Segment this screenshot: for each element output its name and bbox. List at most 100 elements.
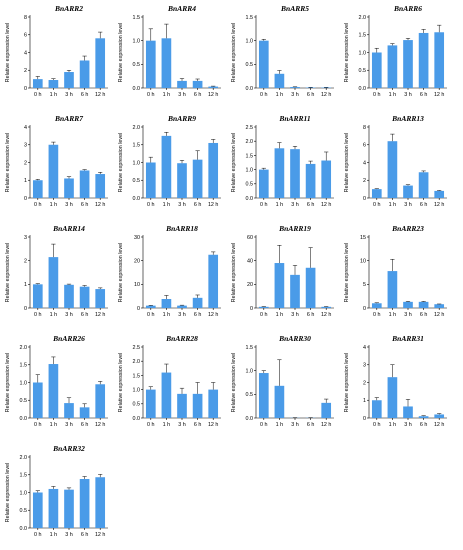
y-tick-label: 6 (363, 143, 366, 149)
y-tick-label: 1 (363, 398, 366, 404)
x-tick-label: 0 h (260, 92, 268, 98)
y-tick-label: 10 (134, 282, 140, 288)
y-tick-label: 1.0 (133, 388, 141, 394)
panel-title: BnARR13 (391, 114, 424, 123)
y-tick-label: 2.5 (133, 345, 141, 351)
panel-title: BnARR18 (165, 224, 198, 233)
bar (48, 144, 59, 198)
bar (95, 384, 106, 418)
y-tick-label: 1.5 (359, 33, 367, 39)
x-tick-label: 12 h (321, 202, 332, 208)
x-tick-label: 6 h (420, 92, 428, 98)
bar (48, 80, 59, 88)
y-tick-label: 0.5 (133, 402, 141, 408)
x-tick-label: 1 h (163, 422, 171, 428)
bar (79, 479, 90, 528)
bar (177, 163, 187, 198)
y-tick-label: 4 (24, 50, 27, 56)
x-tick-label: 3 h (65, 422, 73, 428)
x-tick-label: 6 h (420, 422, 428, 428)
y-tick-label: 10 (360, 259, 366, 265)
y-tick-label: 1.0 (20, 490, 28, 496)
y-tick-label: 0 (24, 196, 27, 202)
bar (274, 148, 285, 198)
chart-panel-10: BnARR18 Relative expression level 0 10 20 30 0… (118, 224, 221, 318)
bar (48, 488, 59, 528)
panel-title: BnARR26 (52, 334, 85, 343)
y-tick-label: 1.5 (133, 143, 141, 149)
panel-title: BnARR9 (167, 114, 196, 123)
y-tick-label: 0.5 (359, 68, 367, 74)
bar (321, 402, 332, 418)
bar (290, 87, 300, 88)
x-tick-label: 1 h (389, 312, 397, 318)
chart-panel-3: BnARR5 Relative expression level 0.0 0.5 1.0… (231, 4, 334, 98)
bar (32, 492, 43, 528)
y-tick-label: 4 (363, 160, 366, 166)
bar (305, 163, 316, 198)
bar (145, 389, 156, 418)
chart-panel-15: BnARR30 Relative expression level 0.0 0.5 1.… (231, 334, 334, 428)
y-tick-label: 1.0 (359, 50, 367, 56)
y-tick-label: 0.5 (246, 62, 254, 68)
x-tick-label: 6 h (194, 92, 202, 98)
bar (418, 416, 429, 418)
panel-title: BnARR6 (393, 4, 422, 13)
x-tick-label: 0 h (260, 202, 268, 208)
chart-panel-1: BnARR2 Relative expression level 0 2 4 6 8 0 h 1… (5, 4, 108, 98)
panel-title: BnARR4 (167, 4, 196, 13)
bar (177, 80, 187, 88)
bar (145, 305, 156, 308)
panel-title: BnARR28 (165, 334, 198, 343)
bar (145, 40, 156, 88)
y-axis-label: Relative expression level (118, 23, 124, 83)
x-tick-label: 3 h (65, 312, 73, 318)
x-tick-label: 6 h (194, 202, 202, 208)
x-tick-label: 6 h (194, 422, 202, 428)
y-axis-label: Relative expression level (231, 133, 237, 193)
y-tick-label: 0.0 (133, 196, 141, 202)
y-tick-label: 0.5 (20, 398, 28, 404)
x-tick-label: 3 h (178, 312, 186, 318)
bar (161, 372, 172, 418)
y-tick-label: 30 (134, 235, 140, 241)
y-tick-label: 6 (24, 33, 27, 39)
x-tick-label: 3 h (178, 92, 186, 98)
bar (418, 301, 429, 308)
x-tick-label: 3 h (178, 422, 186, 428)
bar (403, 406, 413, 418)
x-tick-label: 6 h (81, 532, 89, 538)
x-tick-label: 0 h (373, 92, 381, 98)
x-tick-label: 12 h (321, 422, 332, 428)
x-tick-label: 3 h (291, 422, 299, 428)
y-axis-label: Relative expression level (5, 133, 11, 193)
bar (192, 159, 203, 198)
y-tick-label: 1 (24, 282, 27, 288)
y-tick-label: 2 (24, 259, 27, 265)
bar (305, 267, 316, 308)
y-tick-label: 0.0 (246, 86, 254, 92)
bar (177, 393, 187, 418)
bar (64, 72, 74, 88)
bar (387, 377, 398, 418)
y-tick-label: 1.5 (246, 345, 254, 351)
bar (145, 162, 156, 198)
y-tick-label: 4 (24, 125, 27, 131)
x-tick-label: 6 h (307, 422, 315, 428)
bar (192, 297, 203, 308)
x-tick-label: 1 h (276, 312, 284, 318)
bar (64, 489, 74, 528)
x-tick-label: 1 h (163, 92, 171, 98)
bar (403, 40, 413, 88)
x-tick-label: 0 h (34, 422, 42, 428)
x-tick-label: 3 h (404, 202, 412, 208)
y-tick-label: 2.0 (20, 455, 28, 461)
bar (192, 80, 203, 88)
y-axis-label: Relative expression level (344, 353, 350, 413)
bar (290, 274, 300, 308)
x-tick-label: 3 h (65, 532, 73, 538)
y-tick-label: 8 (363, 125, 366, 131)
x-tick-label: 3 h (404, 92, 412, 98)
bar (32, 284, 43, 308)
x-tick-label: 6 h (307, 92, 315, 98)
